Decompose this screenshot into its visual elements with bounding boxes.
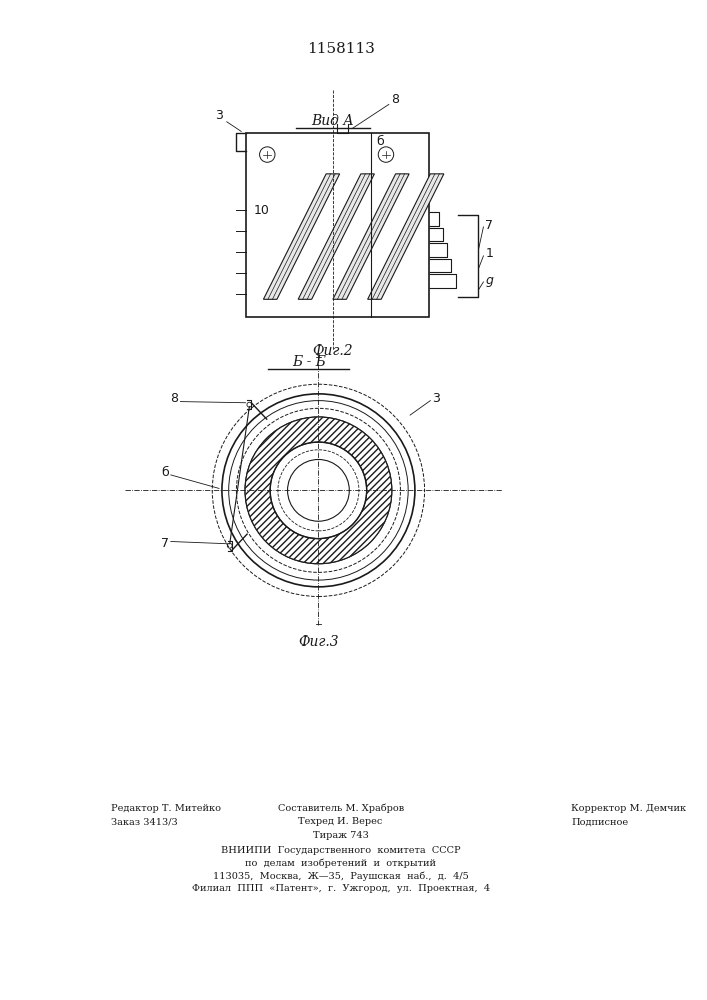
Text: 113035,  Москва,  Ж—35,  Раушская  наб.,  д.  4/5: 113035, Москва, Ж—35, Раушская наб., д. …	[213, 871, 469, 881]
Text: Филиал  ППП  «Патент»,  г.  Ужгород,  ул.  Проектная,  4: Филиал ППП «Патент», г. Ужгород, ул. Про…	[192, 884, 490, 893]
Text: Корректор М. Демчик: Корректор М. Демчик	[571, 804, 686, 813]
Text: Б - Б: Б - Б	[292, 355, 326, 369]
Text: б: б	[161, 466, 169, 479]
Text: 3: 3	[215, 109, 223, 122]
Text: 10: 10	[254, 204, 269, 217]
Text: 8: 8	[392, 93, 399, 106]
Text: Фиг.2: Фиг.2	[312, 344, 354, 358]
Text: 1158113: 1158113	[307, 42, 375, 56]
Text: Подписное: Подписное	[571, 817, 629, 826]
Text: б: б	[376, 135, 384, 148]
Polygon shape	[298, 174, 375, 299]
Text: 3: 3	[432, 392, 440, 405]
Text: по  делам  изобретений  и  открытий: по делам изобретений и открытий	[245, 859, 436, 868]
Text: 7: 7	[161, 537, 169, 550]
Text: Редактор Т. Митейко: Редактор Т. Митейко	[111, 804, 221, 813]
Polygon shape	[333, 174, 409, 299]
Text: g: g	[485, 274, 493, 287]
Text: 1: 1	[485, 247, 493, 260]
Polygon shape	[368, 174, 444, 299]
Text: Вид А: Вид А	[312, 114, 354, 128]
Text: 8: 8	[170, 392, 178, 405]
Text: Техред И. Верес: Техред И. Верес	[298, 817, 382, 826]
Text: Составитель М. Храбров: Составитель М. Храбров	[278, 804, 404, 813]
Wedge shape	[245, 417, 392, 564]
Text: Фиг.3: Фиг.3	[298, 635, 339, 649]
Text: 7: 7	[485, 219, 493, 232]
Polygon shape	[264, 174, 339, 299]
Text: Заказ 3413/3: Заказ 3413/3	[111, 817, 177, 826]
Text: ВНИИПИ  Государственного  комитета  СССР: ВНИИПИ Государственного комитета СССР	[221, 846, 460, 855]
Text: Тираж 743: Тираж 743	[312, 831, 368, 840]
